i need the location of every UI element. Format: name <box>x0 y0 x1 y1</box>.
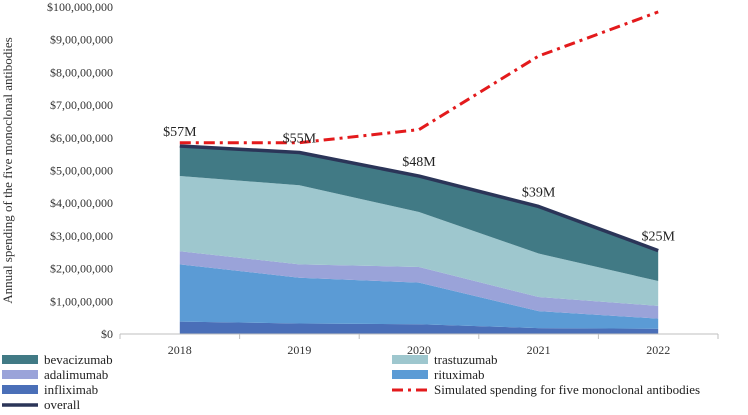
area-adalimumab <box>179 251 659 319</box>
series-overall-line <box>179 144 659 253</box>
legend-rituximab-swatch <box>392 370 428 379</box>
data-label: $57M <box>163 125 197 140</box>
legend-infliximab-swatch <box>2 385 38 394</box>
legend-adalimumab-swatch <box>2 370 38 379</box>
data-label: $55M <box>283 132 317 147</box>
y-tick-label: $5,00,00,000 <box>50 164 113 178</box>
y-tick-label: $3,00,00,000 <box>50 229 113 243</box>
data-label: $39M <box>522 185 556 200</box>
y-tick-label: $2,00,00,000 <box>50 262 113 276</box>
y-tick-label: $4,00,00,000 <box>50 196 113 210</box>
area-trastuzumab <box>179 176 659 306</box>
legend-bevacizumab-label: bevacizumab <box>44 352 113 367</box>
series-simulated-line <box>179 10 659 145</box>
x-tick-label: 2018 <box>168 343 192 357</box>
legend-bevacizumab-swatch <box>2 355 38 364</box>
legend-trastuzumab-swatch <box>392 355 428 364</box>
y-axis-label: Annual spending of the five monoclonal a… <box>0 37 15 303</box>
data-label: $25M <box>641 230 675 245</box>
legend-infliximab-label: infliximab <box>44 382 98 397</box>
y-tick-label: $6,00,00,000 <box>50 131 113 145</box>
y-tick-label: $7,00,00,000 <box>50 98 113 112</box>
y-tick-label: $8,00,00,000 <box>50 65 113 79</box>
y-tick-label: $100,000,000 <box>47 0 113 14</box>
y-tick-label: $0 <box>101 327 113 341</box>
x-tick-label: 2019 <box>287 343 311 357</box>
x-tick-label: 2020 <box>407 343 431 357</box>
legend-adalimumab-label: adalimumab <box>44 367 108 382</box>
x-tick-label: 2022 <box>646 343 670 357</box>
data-label: $48M <box>402 155 436 170</box>
legend-simulated-spending-for-five-monoclonal-antibodies-label: Simulated spending for five monoclonal a… <box>434 382 700 397</box>
area-rituximab <box>179 264 659 329</box>
legend-rituximab-label: rituximab <box>434 367 485 382</box>
legend-overall-label: overall <box>44 397 80 412</box>
area-bevacizumab <box>179 145 659 282</box>
y-tick-label: $1,00,00,000 <box>50 294 113 308</box>
y-tick-label: $9,00,00,000 <box>50 33 113 47</box>
legend-trastuzumab-label: trastuzumab <box>434 352 498 367</box>
area-infliximab <box>179 321 659 334</box>
x-tick-label: 2021 <box>527 343 551 357</box>
